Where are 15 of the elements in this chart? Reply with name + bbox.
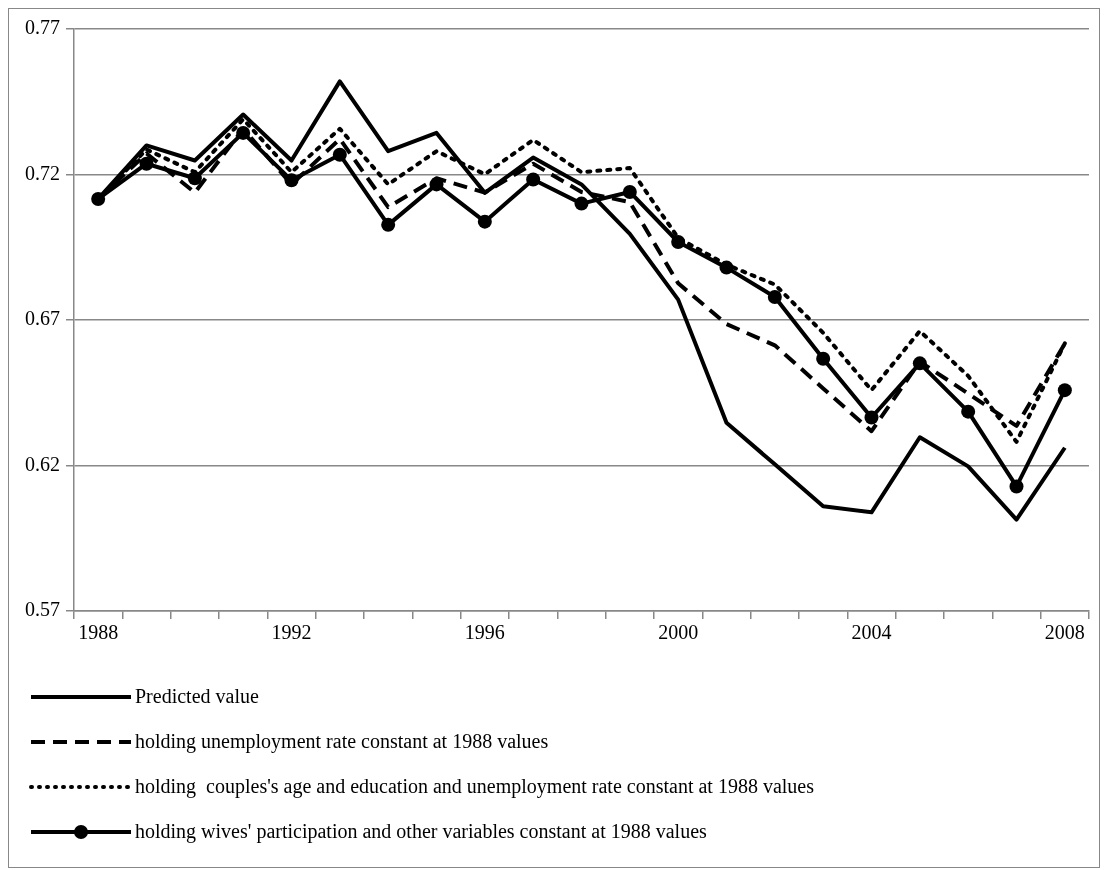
x-tick-label: 2008: [1044, 621, 1085, 644]
y-tick-label: 0.62: [25, 452, 60, 475]
x-tick-label: 2004: [851, 621, 892, 644]
legend-label: holding couples's age and education and unemployment rate constant at 1988 values: [135, 775, 814, 798]
y-tick-label: 0.57: [25, 598, 60, 621]
legend-label: holding wives' participation and other variables constant at 1988 values: [135, 820, 707, 843]
y-tick-label: 0.72: [25, 161, 60, 184]
y-tick-label: 0.67: [25, 307, 60, 330]
x-tick-label: 1992: [271, 621, 312, 644]
x-tick-label: 1996: [464, 621, 505, 644]
legend-label: holding unemployment rate constant at 1988 values: [135, 730, 549, 753]
x-tick-label: 2000: [658, 621, 699, 644]
y-tick-label: 0.77: [25, 16, 60, 39]
x-tick-label: 1988: [78, 621, 119, 644]
legend-label: Predicted value: [135, 685, 259, 708]
